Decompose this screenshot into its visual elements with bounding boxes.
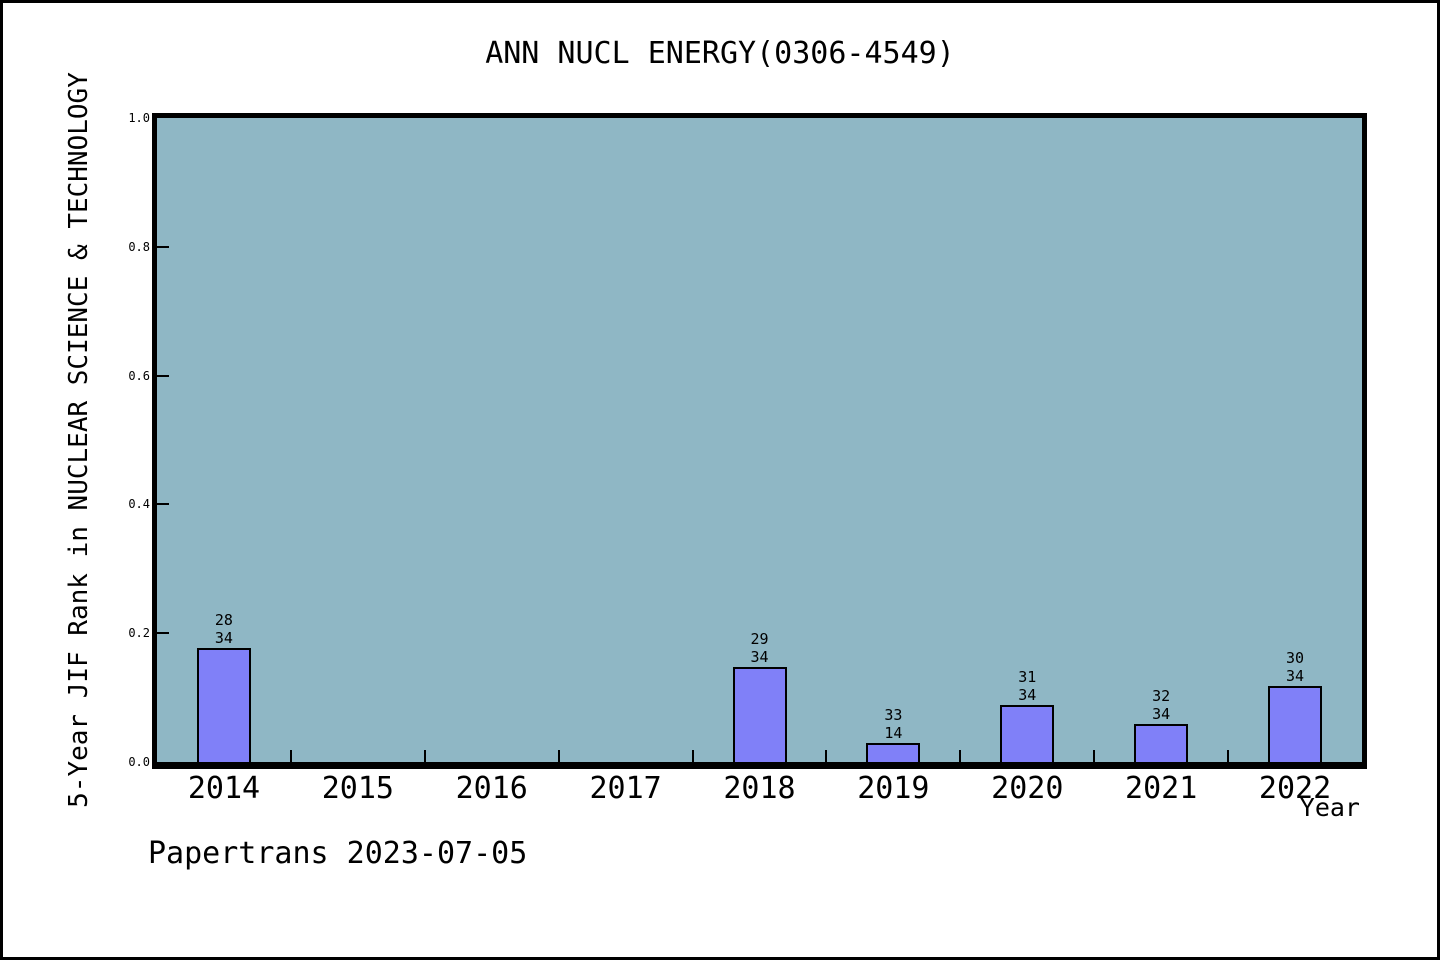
bar-2020 (1000, 705, 1055, 762)
x-tick-label-2018: 2018 (723, 771, 796, 806)
bar-value-label-2014: 28 34 (214, 611, 233, 647)
x-tick-mark (691, 750, 694, 762)
bar-value-label-2020: 31 34 (1018, 668, 1037, 704)
x-tick-mark (1093, 750, 1096, 762)
bar-2014 (196, 648, 251, 762)
bar-value-label-2022: 30 34 (1286, 649, 1305, 685)
x-tick-label-2021: 2021 (1125, 771, 1198, 806)
x-tick-label-2015: 2015 (321, 771, 394, 806)
x-tick-label-2019: 2019 (857, 771, 930, 806)
x-tick-mark (1227, 750, 1230, 762)
y-tick-label-0.4: 0.4 (128, 497, 150, 512)
y-axis-label: 5-Year JIF Rank in NUCLEAR SCIENCE & TEC… (64, 72, 94, 808)
x-tick-label-2022: 2022 (1258, 771, 1332, 806)
plot-area: 0.0 0.2 0.4 0.6 0.8 1.0 2014 28 34 2015 2016 2017 2… (128, 111, 1367, 806)
bar-2021 (1134, 724, 1189, 762)
x-tick-mark (423, 750, 426, 762)
bar-2018 (732, 667, 787, 762)
y-tick-mark (157, 632, 169, 635)
bar-value-label-2021: 32 34 (1152, 687, 1171, 723)
y-tick-mark (157, 374, 169, 377)
y-tick-mark (157, 503, 169, 506)
chart-title: ANN NUCL ENERGY(0306-4549) (485, 36, 955, 71)
x-tick-label-2016: 2016 (455, 771, 528, 806)
y-tick-label-0.6: 0.6 (128, 368, 150, 383)
x-tick-label-2014: 2014 (187, 771, 261, 806)
x-tick-label-2017: 2017 (589, 771, 662, 806)
x-axis-label: Year (1299, 793, 1360, 822)
y-tick-label-0.8: 0.8 (128, 239, 150, 254)
bar-value-label-2018: 29 34 (750, 630, 769, 666)
footer-text: Papertrans 2023-07-05 (148, 836, 528, 871)
y-tick-label-0.0: 0.0 (128, 755, 150, 769)
x-tick-mark (825, 750, 828, 762)
y-tick-label-1.0: 1.0 (128, 111, 150, 125)
x-tick-mark (289, 750, 292, 762)
x-tick-label-2020: 2020 (991, 771, 1064, 806)
bar-2019 (866, 743, 921, 762)
x-tick-mark (959, 750, 962, 762)
y-tick-label-0.2: 0.2 (128, 626, 150, 641)
bar-2022 (1268, 686, 1323, 762)
y-tick-mark (157, 245, 169, 248)
x-tick-mark (557, 750, 560, 762)
bar-value-label-2019: 33 14 (884, 706, 903, 742)
